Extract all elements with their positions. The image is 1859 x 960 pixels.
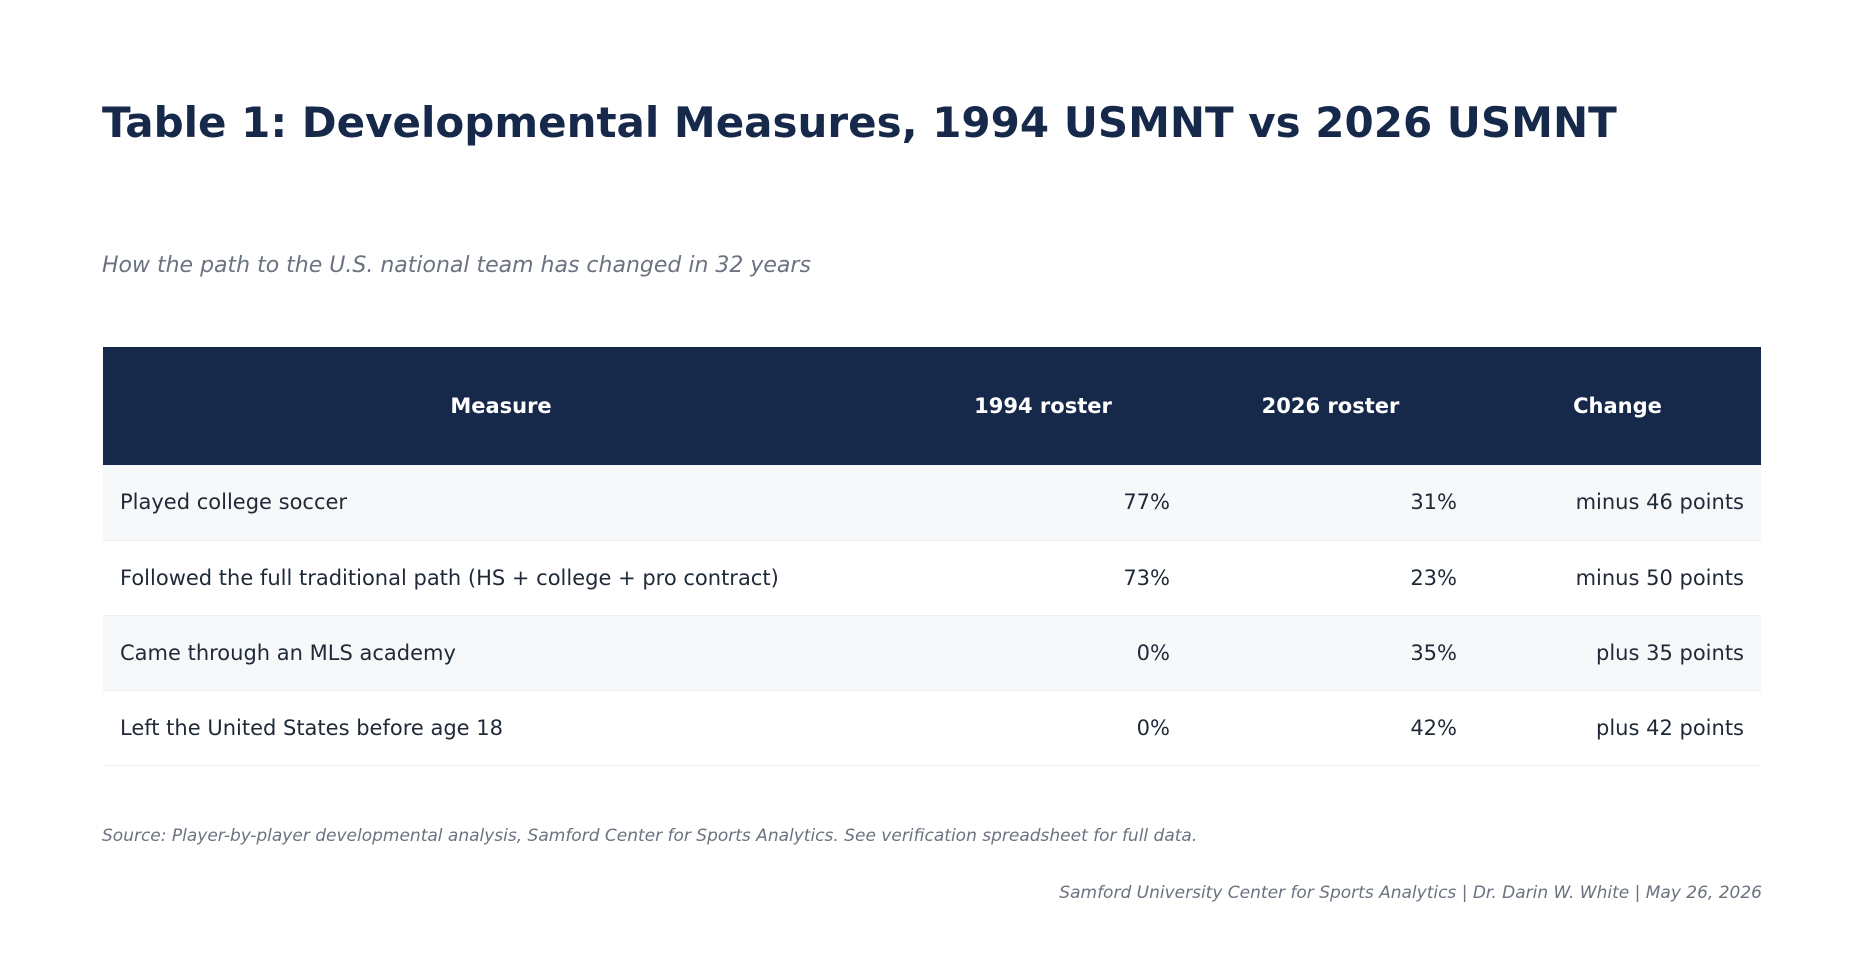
cell-measure: Played college soccer	[120, 490, 348, 515]
cell-2026-roster: 42%	[1410, 715, 1457, 740]
cell-2026-roster: 31%	[1410, 490, 1457, 515]
cell-1994-roster: 0%	[1136, 715, 1170, 740]
cell-change: minus 46 points	[1575, 490, 1744, 515]
column-header-change: Change	[1573, 394, 1662, 418]
cell-change: minus 50 points	[1575, 565, 1744, 590]
header-row: Measure 1994 roster 2026 roster Change	[103, 347, 1761, 465]
page-subtitle: How the path to the U.S. national team h…	[102, 253, 811, 278]
source-note: Source: Player-by-player developmental a…	[102, 826, 1198, 846]
table-row: Left the United States before age 18 0% …	[103, 690, 1761, 765]
cell-measure: Followed the full traditional path (HS +…	[120, 565, 779, 590]
column-header-measure: Measure	[450, 394, 552, 418]
cell-1994-roster: 77%	[1123, 490, 1170, 515]
table-header: Measure 1994 roster 2026 roster Change	[103, 347, 1761, 465]
cell-1994-roster: 73%	[1123, 565, 1170, 590]
cell-change: plus 35 points	[1596, 640, 1744, 665]
measures-table: Measure 1994 roster 2026 roster Change P…	[103, 347, 1761, 766]
credit-footer: Samford University Center for Sports Ana…	[1059, 883, 1762, 903]
cell-measure: Left the United States before age 18	[120, 715, 503, 740]
table-body: Played college soccer 77% 31% minus 46 p…	[103, 465, 1761, 765]
column-header-1994-roster: 1994 roster	[974, 394, 1112, 418]
table-row: Came through an MLS academy 0% 35% plus …	[103, 615, 1761, 690]
cell-measure: Came through an MLS academy	[120, 640, 456, 665]
table-row: Followed the full traditional path (HS +…	[103, 540, 1761, 615]
cell-2026-roster: 35%	[1410, 640, 1457, 665]
cell-2026-roster: 23%	[1410, 565, 1457, 590]
table-row: Played college soccer 77% 31% minus 46 p…	[103, 465, 1761, 540]
cell-change: plus 42 points	[1596, 715, 1744, 740]
cell-1994-roster: 0%	[1136, 640, 1170, 665]
page-title: Table 1: Developmental Measures, 1994 US…	[102, 98, 1617, 147]
column-header-2026-roster: 2026 roster	[1261, 394, 1400, 418]
